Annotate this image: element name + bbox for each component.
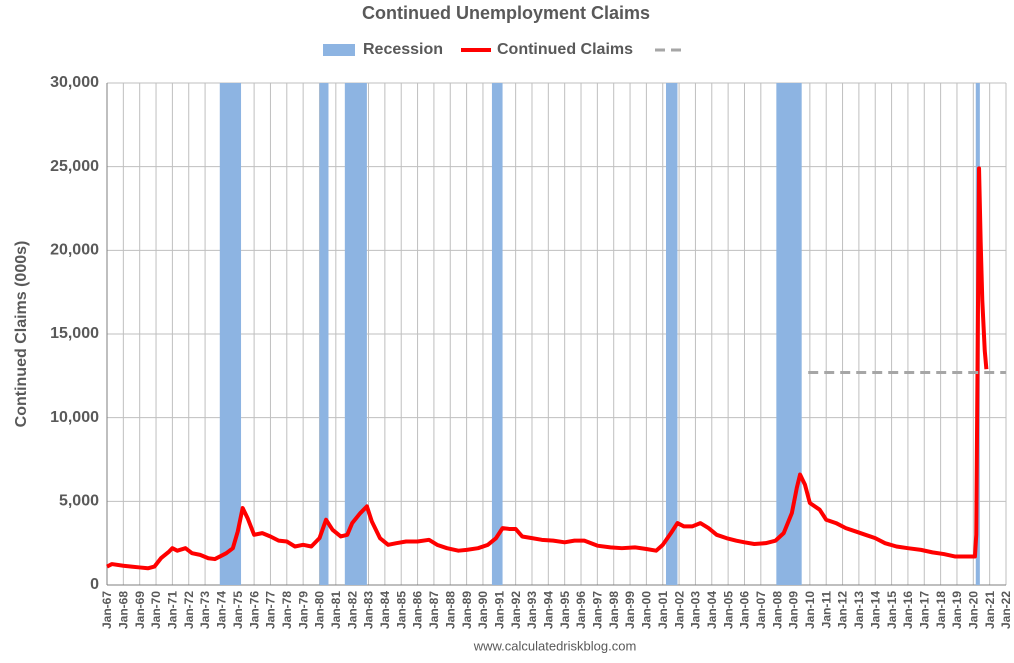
x-tick-label: Jan-79 xyxy=(296,591,310,629)
x-tick-label: Jan-71 xyxy=(166,591,180,629)
recession-band xyxy=(776,83,802,585)
x-tick-label: Jan-08 xyxy=(770,591,784,629)
x-tick-label: Jan-89 xyxy=(460,591,474,629)
x-tick-label: Jan-16 xyxy=(901,591,915,629)
recession-band xyxy=(344,83,367,585)
source: www.calculatedriskblog.com xyxy=(473,638,637,653)
x-tick-label: Jan-87 xyxy=(427,591,441,629)
x-tick-label: Jan-69 xyxy=(133,591,147,629)
x-tick-label: Jan-78 xyxy=(280,591,294,629)
x-tick-label: Jan-01 xyxy=(656,591,670,629)
x-tick-label: Jan-76 xyxy=(247,591,261,629)
x-tick-label: Jan-80 xyxy=(313,591,327,629)
y-tick-label: 20,000 xyxy=(50,242,99,259)
x-tick-label: Jan-18 xyxy=(934,591,948,629)
x-tick-label: Jan-90 xyxy=(476,591,490,629)
x-tick-label: Jan-05 xyxy=(721,591,735,629)
x-tick-label: Jan-74 xyxy=(215,591,229,629)
x-tick-label: Jan-86 xyxy=(411,591,425,629)
x-tick-label: Jan-77 xyxy=(264,591,278,629)
x-tick-label: Jan-85 xyxy=(394,591,408,629)
y-tick-label: 5,000 xyxy=(59,493,99,510)
x-tick-label: Jan-75 xyxy=(231,591,245,629)
legend-label: Continued Claims xyxy=(497,41,633,58)
x-tick-label: Jan-15 xyxy=(885,591,899,629)
x-tick-label: Jan-13 xyxy=(852,591,866,629)
x-tick-label: Jan-82 xyxy=(345,591,359,629)
x-tick-label: Jan-12 xyxy=(836,591,850,629)
x-tick-label: Jan-97 xyxy=(591,591,605,629)
recession-band xyxy=(319,83,329,585)
x-tick-label: Jan-81 xyxy=(329,591,343,629)
x-tick-label: Jan-94 xyxy=(541,591,555,629)
x-tick-label: Jan-84 xyxy=(378,591,392,629)
y-tick-label: 30,000 xyxy=(50,74,99,91)
x-tick-label: Jan-14 xyxy=(868,591,882,629)
x-tick-label: Jan-09 xyxy=(787,591,801,629)
x-tick-label: Jan-02 xyxy=(672,591,686,629)
legend-swatch xyxy=(323,44,355,56)
x-tick-label: Jan-91 xyxy=(492,591,506,629)
x-tick-label: Jan-10 xyxy=(803,591,817,629)
y-tick-label: 10,000 xyxy=(50,409,99,426)
x-tick-label: Jan-04 xyxy=(705,591,719,629)
recession-band xyxy=(666,83,678,585)
y-tick-label: 25,000 xyxy=(50,158,99,175)
x-tick-label: Jan-96 xyxy=(574,591,588,629)
x-tick-label: Jan-00 xyxy=(640,591,654,629)
x-tick-label: Jan-98 xyxy=(607,591,621,629)
x-tick-label: Jan-88 xyxy=(443,591,457,629)
y-tick-label: 0 xyxy=(90,576,99,593)
recession-band xyxy=(491,83,503,585)
x-tick-label: Jan-68 xyxy=(117,591,131,629)
y-tick-label: 15,000 xyxy=(50,325,99,342)
recession-band xyxy=(219,83,242,585)
x-tick-label: Jan-19 xyxy=(950,591,964,629)
chart-title: Continued Unemployment Claims xyxy=(362,3,650,23)
x-tick-label: Jan-73 xyxy=(198,591,212,629)
x-tick-label: Jan-92 xyxy=(509,591,523,629)
x-tick-label: Jan-67 xyxy=(100,591,114,629)
x-tick-label: Jan-95 xyxy=(558,591,572,629)
x-tick-label: Jan-22 xyxy=(999,591,1013,629)
x-tick-label: Jan-20 xyxy=(966,591,980,629)
x-tick-label: Jan-11 xyxy=(819,591,833,629)
x-tick-label: Jan-70 xyxy=(149,591,163,629)
x-tick-label: Jan-07 xyxy=(754,591,768,629)
x-tick-label: Jan-21 xyxy=(983,591,997,629)
x-tick-label: Jan-83 xyxy=(362,591,376,629)
x-tick-label: Jan-03 xyxy=(689,591,703,629)
x-tick-label: Jan-06 xyxy=(738,591,752,629)
x-tick-label: Jan-72 xyxy=(182,591,196,629)
legend-label: Recession xyxy=(363,41,443,58)
x-tick-label: Jan-93 xyxy=(525,591,539,629)
x-tick-label: Jan-99 xyxy=(623,591,637,629)
x-tick-label: Jan-17 xyxy=(917,591,931,629)
y-axis-title: Continued Claims (000s) xyxy=(13,241,30,428)
line xyxy=(106,166,989,571)
